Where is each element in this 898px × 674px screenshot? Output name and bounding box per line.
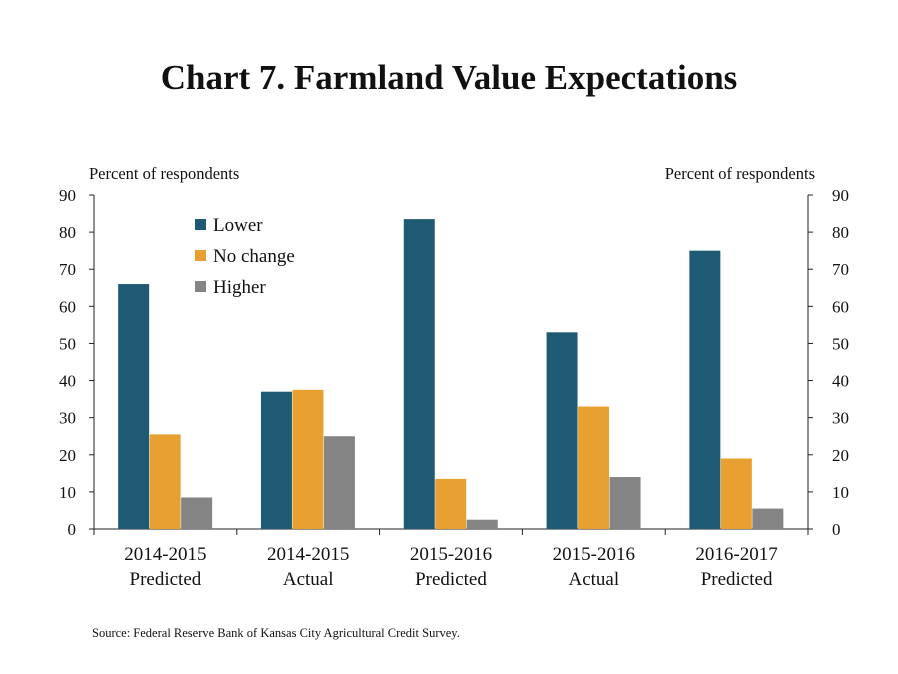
x-tick-label: Actual [283, 569, 334, 590]
y-tick-label-left: 70 [59, 260, 76, 279]
legend-swatch [195, 219, 206, 230]
y-tick-label-left: 50 [59, 334, 76, 353]
y-tick-label-right: 20 [832, 446, 849, 465]
bar-no-change [292, 389, 324, 529]
bar-higher [466, 519, 498, 529]
bar-higher [323, 436, 355, 529]
x-tick-label: 2015-2016 [553, 544, 635, 565]
y-tick-label-right: 50 [832, 334, 849, 353]
legend-label: Higher [213, 277, 266, 298]
bar-lower [260, 391, 292, 529]
y-tick-label-right: 60 [832, 297, 849, 316]
x-tick-label: 2016-2017 [695, 544, 777, 565]
y-tick-label-right: 30 [832, 409, 849, 428]
x-tick-label: 2014-2015 [124, 544, 206, 565]
y-tick-label-right: 70 [832, 260, 849, 279]
bar-lower [403, 219, 435, 529]
legend-swatch [195, 281, 206, 292]
y-tick-label-right: 0 [832, 520, 841, 539]
y-tick-label-left: 10 [59, 483, 76, 502]
source-note: Source: Federal Reserve Bank of Kansas C… [92, 626, 460, 640]
bar-no-change [149, 434, 181, 529]
y-tick-label-left: 40 [59, 372, 76, 391]
x-tick-label: Predicted [130, 569, 202, 590]
x-tick-label: Predicted [701, 569, 773, 590]
left-axis-unit-label: Percent of respondents [89, 164, 240, 183]
legend-swatch [195, 250, 206, 261]
y-tick-label-left: 0 [68, 520, 77, 539]
x-tick-label: 2014-2015 [267, 544, 349, 565]
bar-lower [689, 250, 721, 529]
bar-no-change [720, 458, 752, 529]
bar-higher [752, 508, 784, 529]
legend-label: No change [213, 246, 295, 267]
bar-lower [118, 284, 150, 529]
bar-higher [609, 477, 641, 529]
y-tick-label-left: 80 [59, 223, 76, 242]
y-tick-label-right: 90 [832, 186, 849, 205]
bar-no-change [578, 406, 610, 529]
y-tick-label-right: 40 [832, 372, 849, 391]
y-tick-label-left: 90 [59, 186, 76, 205]
x-tick-label: Actual [568, 569, 619, 590]
chart-title: Chart 7. Farmland Value Expectations [160, 58, 738, 97]
bar-no-change [435, 478, 467, 529]
x-tick-label: Predicted [415, 569, 487, 590]
y-tick-label-left: 60 [59, 297, 76, 316]
y-tick-label-left: 20 [59, 446, 76, 465]
y-tick-label-right: 10 [832, 483, 849, 502]
bar-higher [181, 497, 213, 529]
legend-label: Lower [213, 215, 263, 236]
right-axis-unit-label: Percent of respondents [664, 164, 815, 183]
y-tick-label-left: 30 [59, 409, 76, 428]
x-tick-label: 2015-2016 [410, 544, 492, 565]
y-tick-label-right: 80 [832, 223, 849, 242]
bar-lower [546, 332, 578, 529]
